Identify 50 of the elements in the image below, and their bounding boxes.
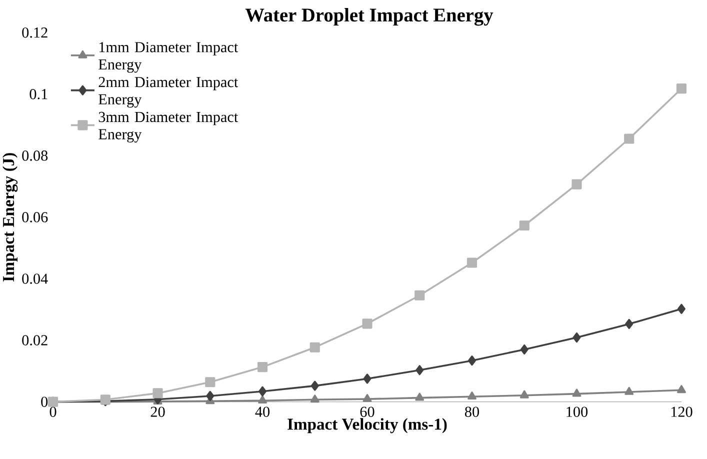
point [206, 391, 214, 402]
x-tick-label: 40 [255, 406, 270, 418]
point [414, 290, 425, 301]
point [519, 220, 530, 231]
point [468, 392, 476, 400]
point [258, 386, 267, 396]
point [415, 392, 424, 401]
point [520, 390, 529, 398]
point [310, 342, 320, 353]
x-axis-title: Impact Velocity (ms-1) [288, 418, 447, 434]
point [257, 362, 268, 372]
y-axis-title: Impact Energy (J) [2, 153, 18, 282]
point [677, 304, 686, 314]
point [520, 344, 528, 355]
y-tick-label: 0.04 [22, 274, 48, 284]
y-tick-label: 0.12 [22, 28, 48, 38]
x-tick-label: 80 [464, 406, 480, 418]
point [625, 319, 634, 330]
y-tick-label: 0.1 [30, 89, 48, 100]
point [466, 258, 478, 268]
point [310, 394, 320, 403]
x-tick-label: 20 [150, 406, 165, 418]
point [624, 134, 634, 144]
point [205, 377, 216, 388]
point [362, 318, 372, 329]
point [310, 380, 319, 391]
y-tick-label: 0.02 [22, 335, 48, 346]
point [624, 387, 634, 396]
point [676, 84, 687, 94]
legend-label: 1mm Diameter Impact Energy [98, 42, 238, 73]
point [416, 365, 424, 376]
legend-label: 2mm Diameter Impact Energy [98, 77, 238, 108]
point [152, 388, 163, 398]
x-tick-label: 0 [50, 406, 56, 418]
x-tick-label: 60 [360, 406, 374, 418]
x-tick-label: 120 [671, 406, 692, 418]
point [572, 179, 582, 190]
point [572, 332, 581, 343]
chart-title: Water Droplet Impact Energy [245, 8, 494, 26]
x-tick-label: 100 [566, 406, 588, 418]
point [572, 388, 582, 397]
point [258, 396, 267, 404]
point [468, 356, 476, 366]
legend-label: 3mm Diameter Impact Energy [98, 112, 238, 143]
point [363, 374, 372, 384]
point [362, 394, 372, 402]
point [676, 385, 686, 394]
y-tick-label: 0 [41, 396, 48, 408]
y-tick-label: 0.08 [22, 150, 48, 161]
y-tick-label: 0.06 [22, 212, 48, 222]
